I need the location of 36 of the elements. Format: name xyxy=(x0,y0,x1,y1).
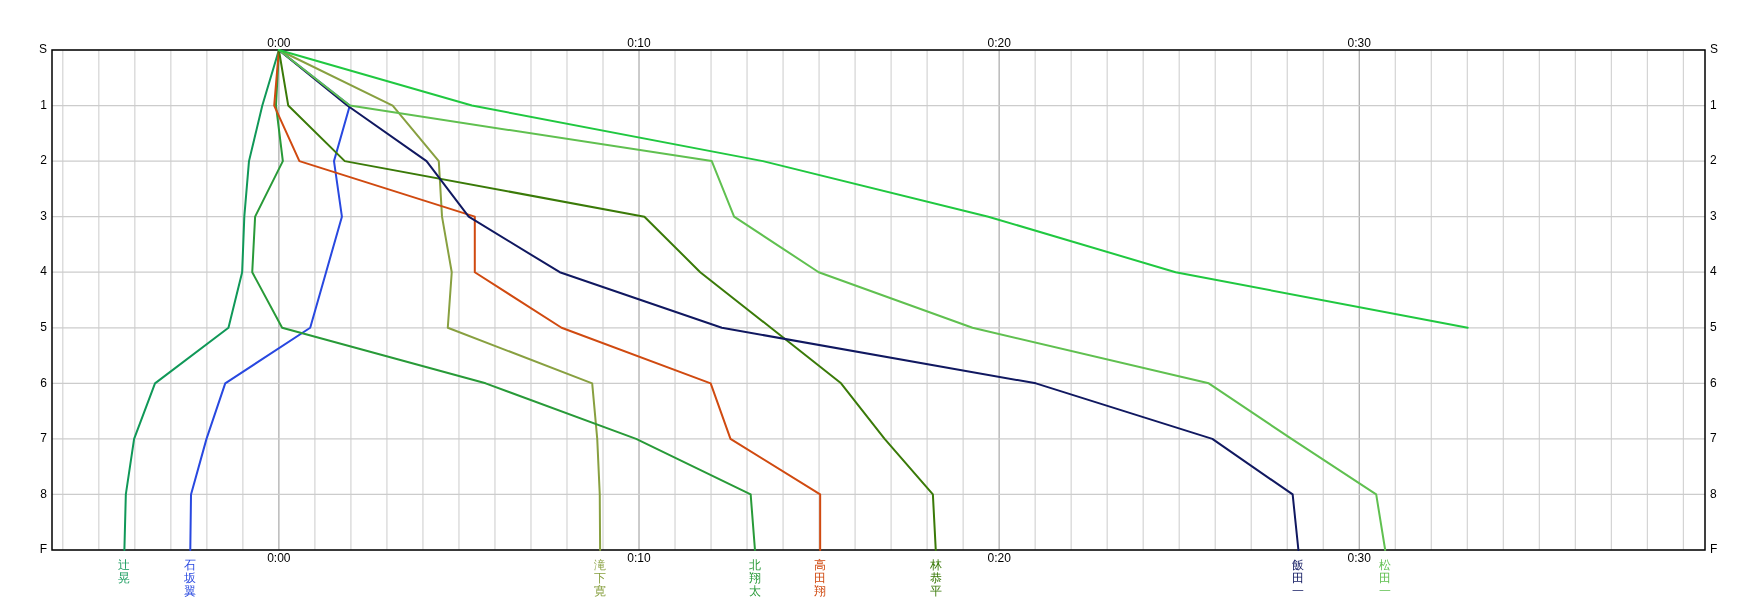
y2-tick-label: 4 xyxy=(1710,264,1717,279)
series-label: 林恭平 xyxy=(928,558,942,598)
x2-tick-label: 0:10 xyxy=(627,550,652,565)
series-label: 北翔太 xyxy=(748,558,761,598)
y-tick-label: 4 xyxy=(40,264,48,279)
y-tick-label: 3 xyxy=(40,208,48,223)
x-tick-label: 0:10 xyxy=(627,36,652,50)
series-label: 辻晃 xyxy=(118,558,131,585)
y-tick-label: 7 xyxy=(40,431,48,446)
y-tick-label: F xyxy=(39,542,47,557)
y-tick-label: 2 xyxy=(40,153,48,168)
y2-tick-label: 5 xyxy=(1710,319,1717,334)
x2-tick-label: 0:20 xyxy=(987,550,1012,565)
series-label: 滝下寛 xyxy=(594,558,607,598)
y2-tick-label: 7 xyxy=(1710,431,1717,446)
y2-tick-label: 2 xyxy=(1710,153,1717,168)
x2-tick-label: 0:00 xyxy=(267,550,291,565)
x-tick-label: 0:30 xyxy=(1347,36,1372,50)
y2-tick-label: F xyxy=(1710,542,1718,557)
series-label: 高田翔 xyxy=(814,558,827,598)
series-label: 石坂翼 xyxy=(183,558,197,598)
series-label: 飯田一 xyxy=(1292,558,1305,598)
y-tick-label: 8 xyxy=(40,486,48,501)
y-tick-label: 1 xyxy=(40,97,48,112)
y2-tick-label: S xyxy=(1710,42,1719,57)
x-tick-label: 0:00 xyxy=(267,36,291,50)
series-label: 松田一 xyxy=(1379,558,1392,598)
y2-tick-label: 8 xyxy=(1710,486,1717,501)
y-tick-label: 5 xyxy=(40,319,48,334)
y-tick-label: 6 xyxy=(40,375,48,390)
x2-tick-label: 0:30 xyxy=(1347,550,1372,565)
y-tick-label: S xyxy=(38,42,47,57)
y2-tick-label: 6 xyxy=(1710,375,1717,390)
y2-tick-label: 3 xyxy=(1710,208,1717,223)
y2-tick-label: 1 xyxy=(1710,97,1717,112)
x-tick-label: 0:20 xyxy=(987,36,1012,50)
